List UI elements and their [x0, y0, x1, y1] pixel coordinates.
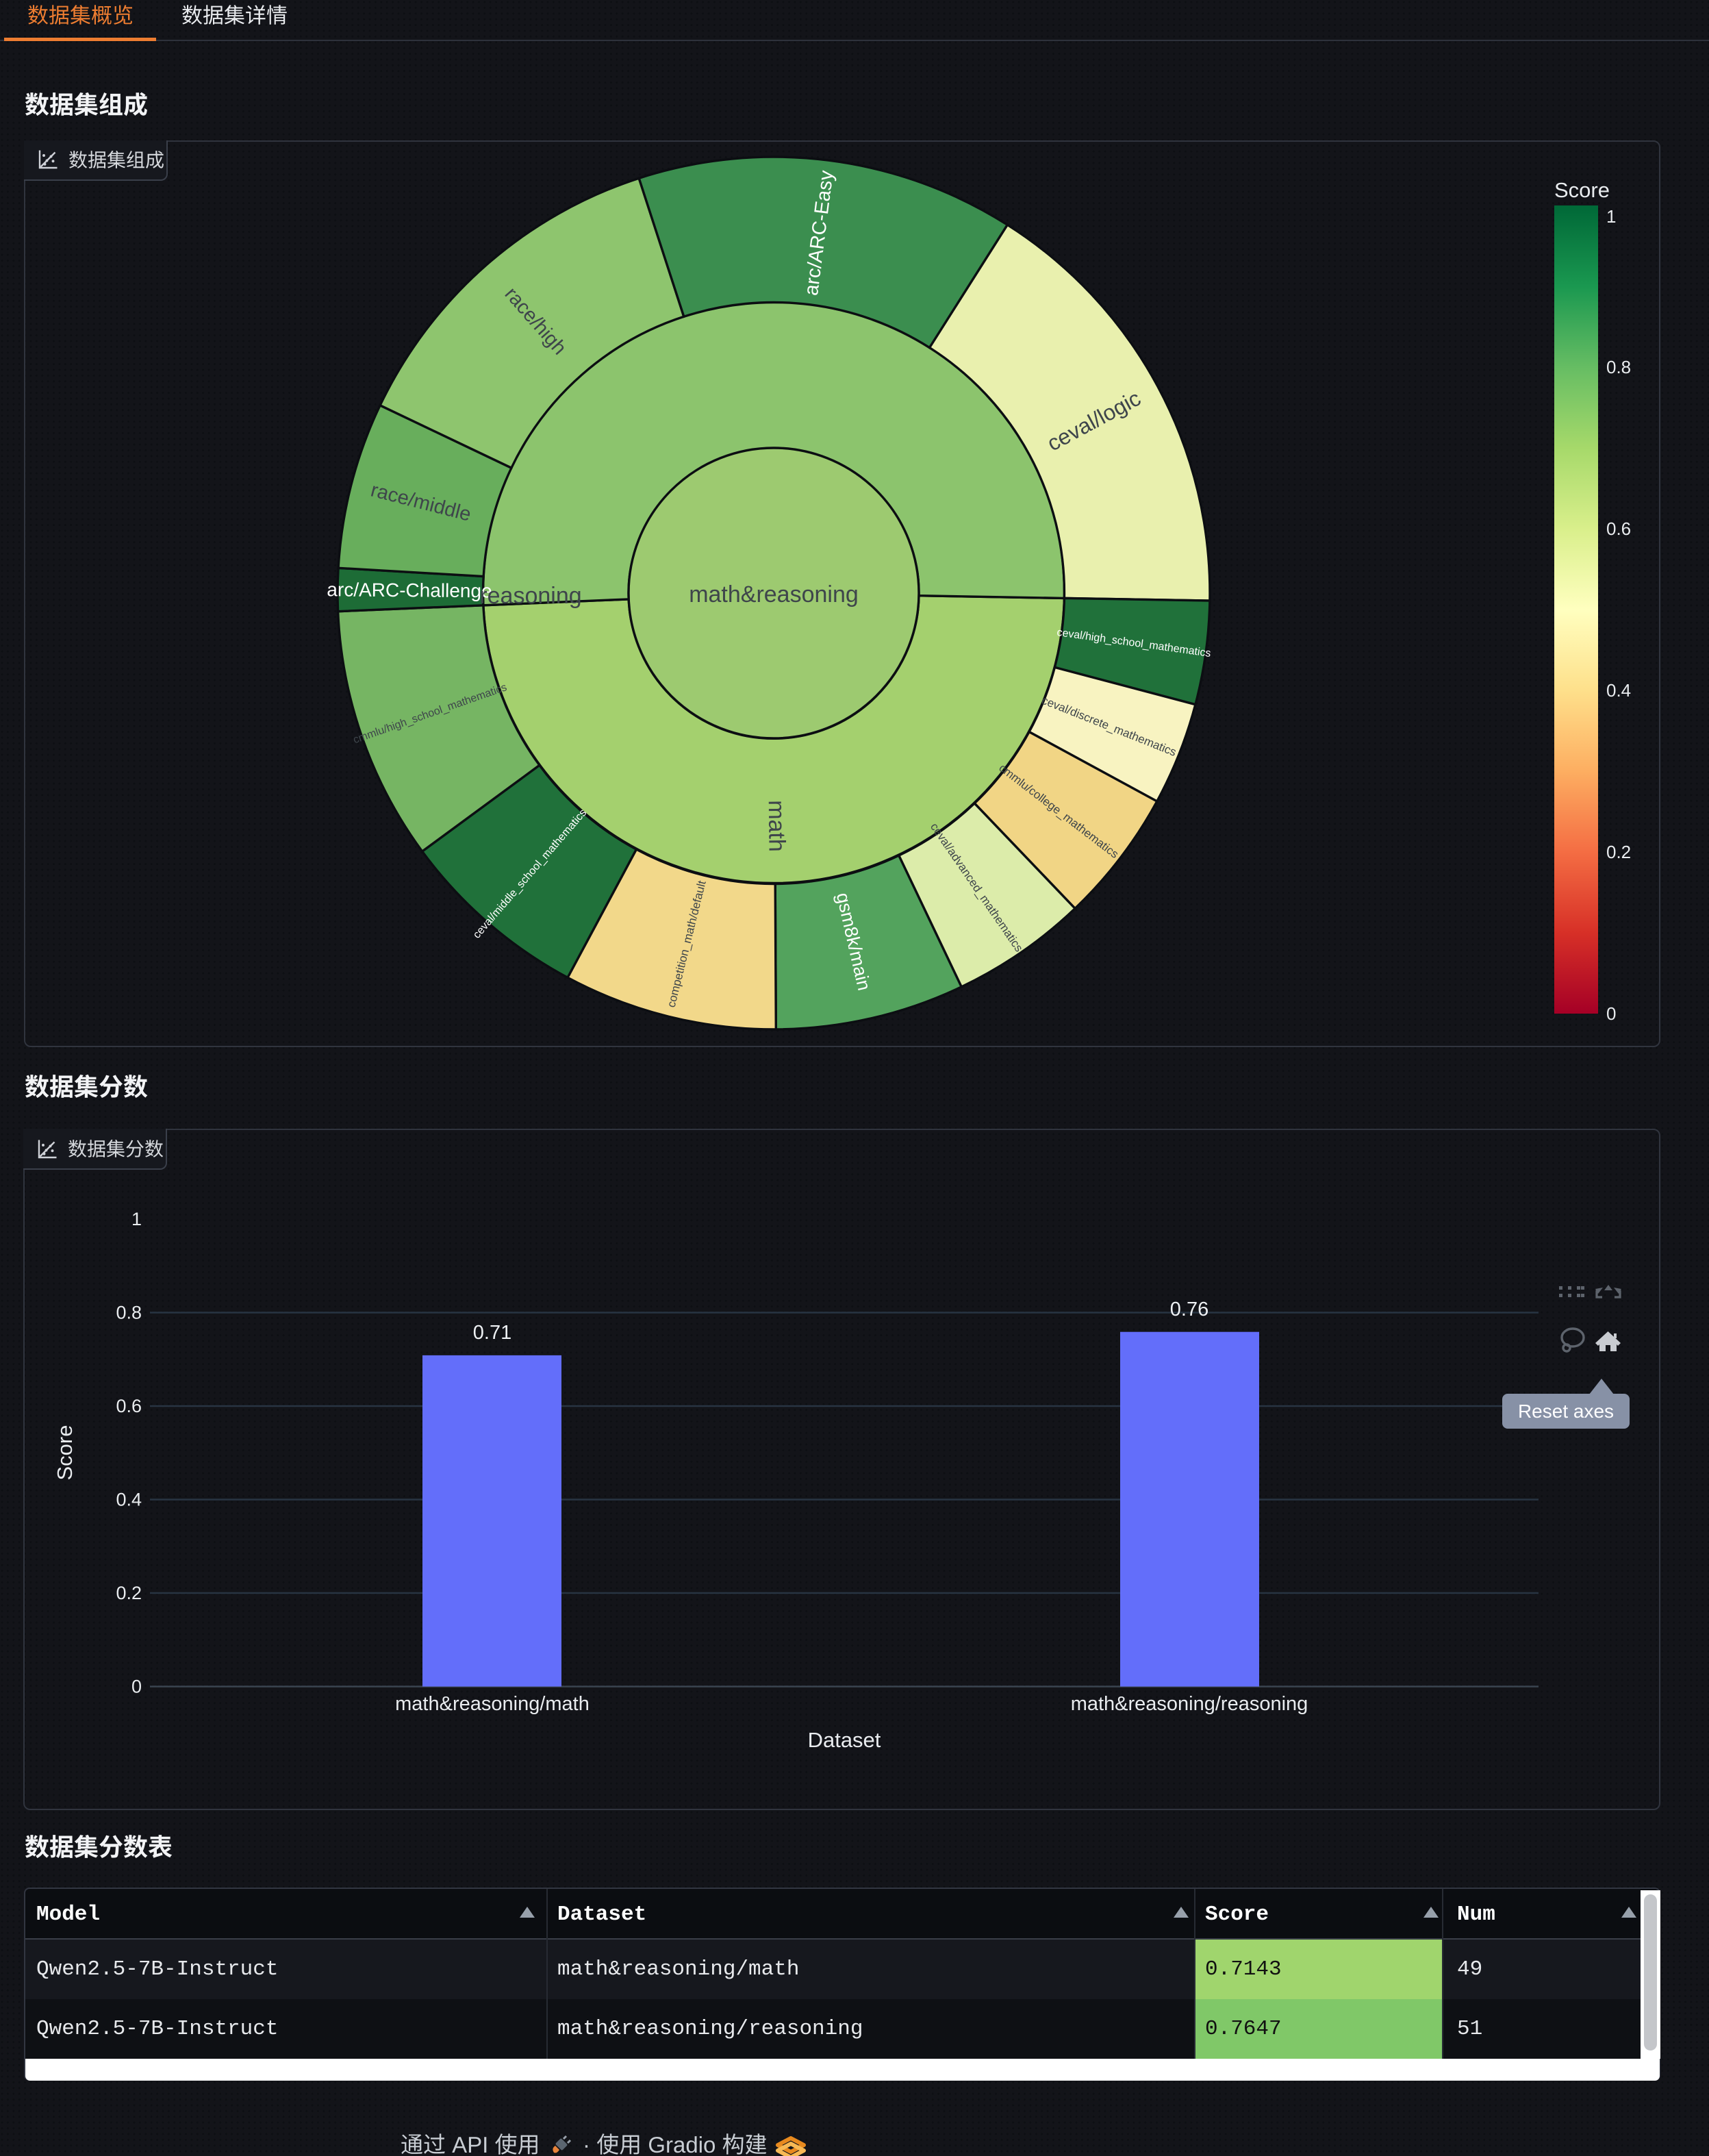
svg-text:0.76: 0.76 [1170, 1299, 1208, 1320]
svg-text:0.6: 0.6 [116, 1396, 142, 1416]
svg-text:math: math [763, 800, 790, 852]
svg-text:math&reasoning/reasoning: math&reasoning/reasoning [1071, 1693, 1308, 1715]
svg-text:0.4: 0.4 [116, 1490, 142, 1510]
svg-text:Score: Score [1554, 178, 1610, 202]
svg-text:math&reasoning: math&reasoning [689, 581, 859, 607]
svg-text:1: 1 [131, 1209, 142, 1229]
svg-text:arc/ARC-Challenge: arc/ARC-Challenge [327, 579, 492, 601]
svg-text:0.4: 0.4 [1606, 680, 1631, 701]
svg-text:Score: Score [53, 1425, 77, 1481]
svg-text:Dataset: Dataset [808, 1728, 881, 1752]
svg-text:0.2: 0.2 [1606, 842, 1631, 862]
svg-text:0.6: 0.6 [1606, 518, 1631, 539]
svg-text:0.71: 0.71 [473, 1322, 511, 1344]
svg-text:0: 0 [131, 1677, 142, 1697]
svg-text:0.8: 0.8 [1606, 357, 1631, 377]
svg-text:0: 0 [1606, 1003, 1616, 1024]
svg-text:1: 1 [1606, 206, 1616, 227]
svg-text:math&reasoning/math: math&reasoning/math [395, 1693, 590, 1715]
svg-text:reasoning: reasoning [479, 583, 581, 609]
svg-text:0.2: 0.2 [116, 1583, 142, 1603]
svg-text:0.8: 0.8 [116, 1303, 142, 1323]
